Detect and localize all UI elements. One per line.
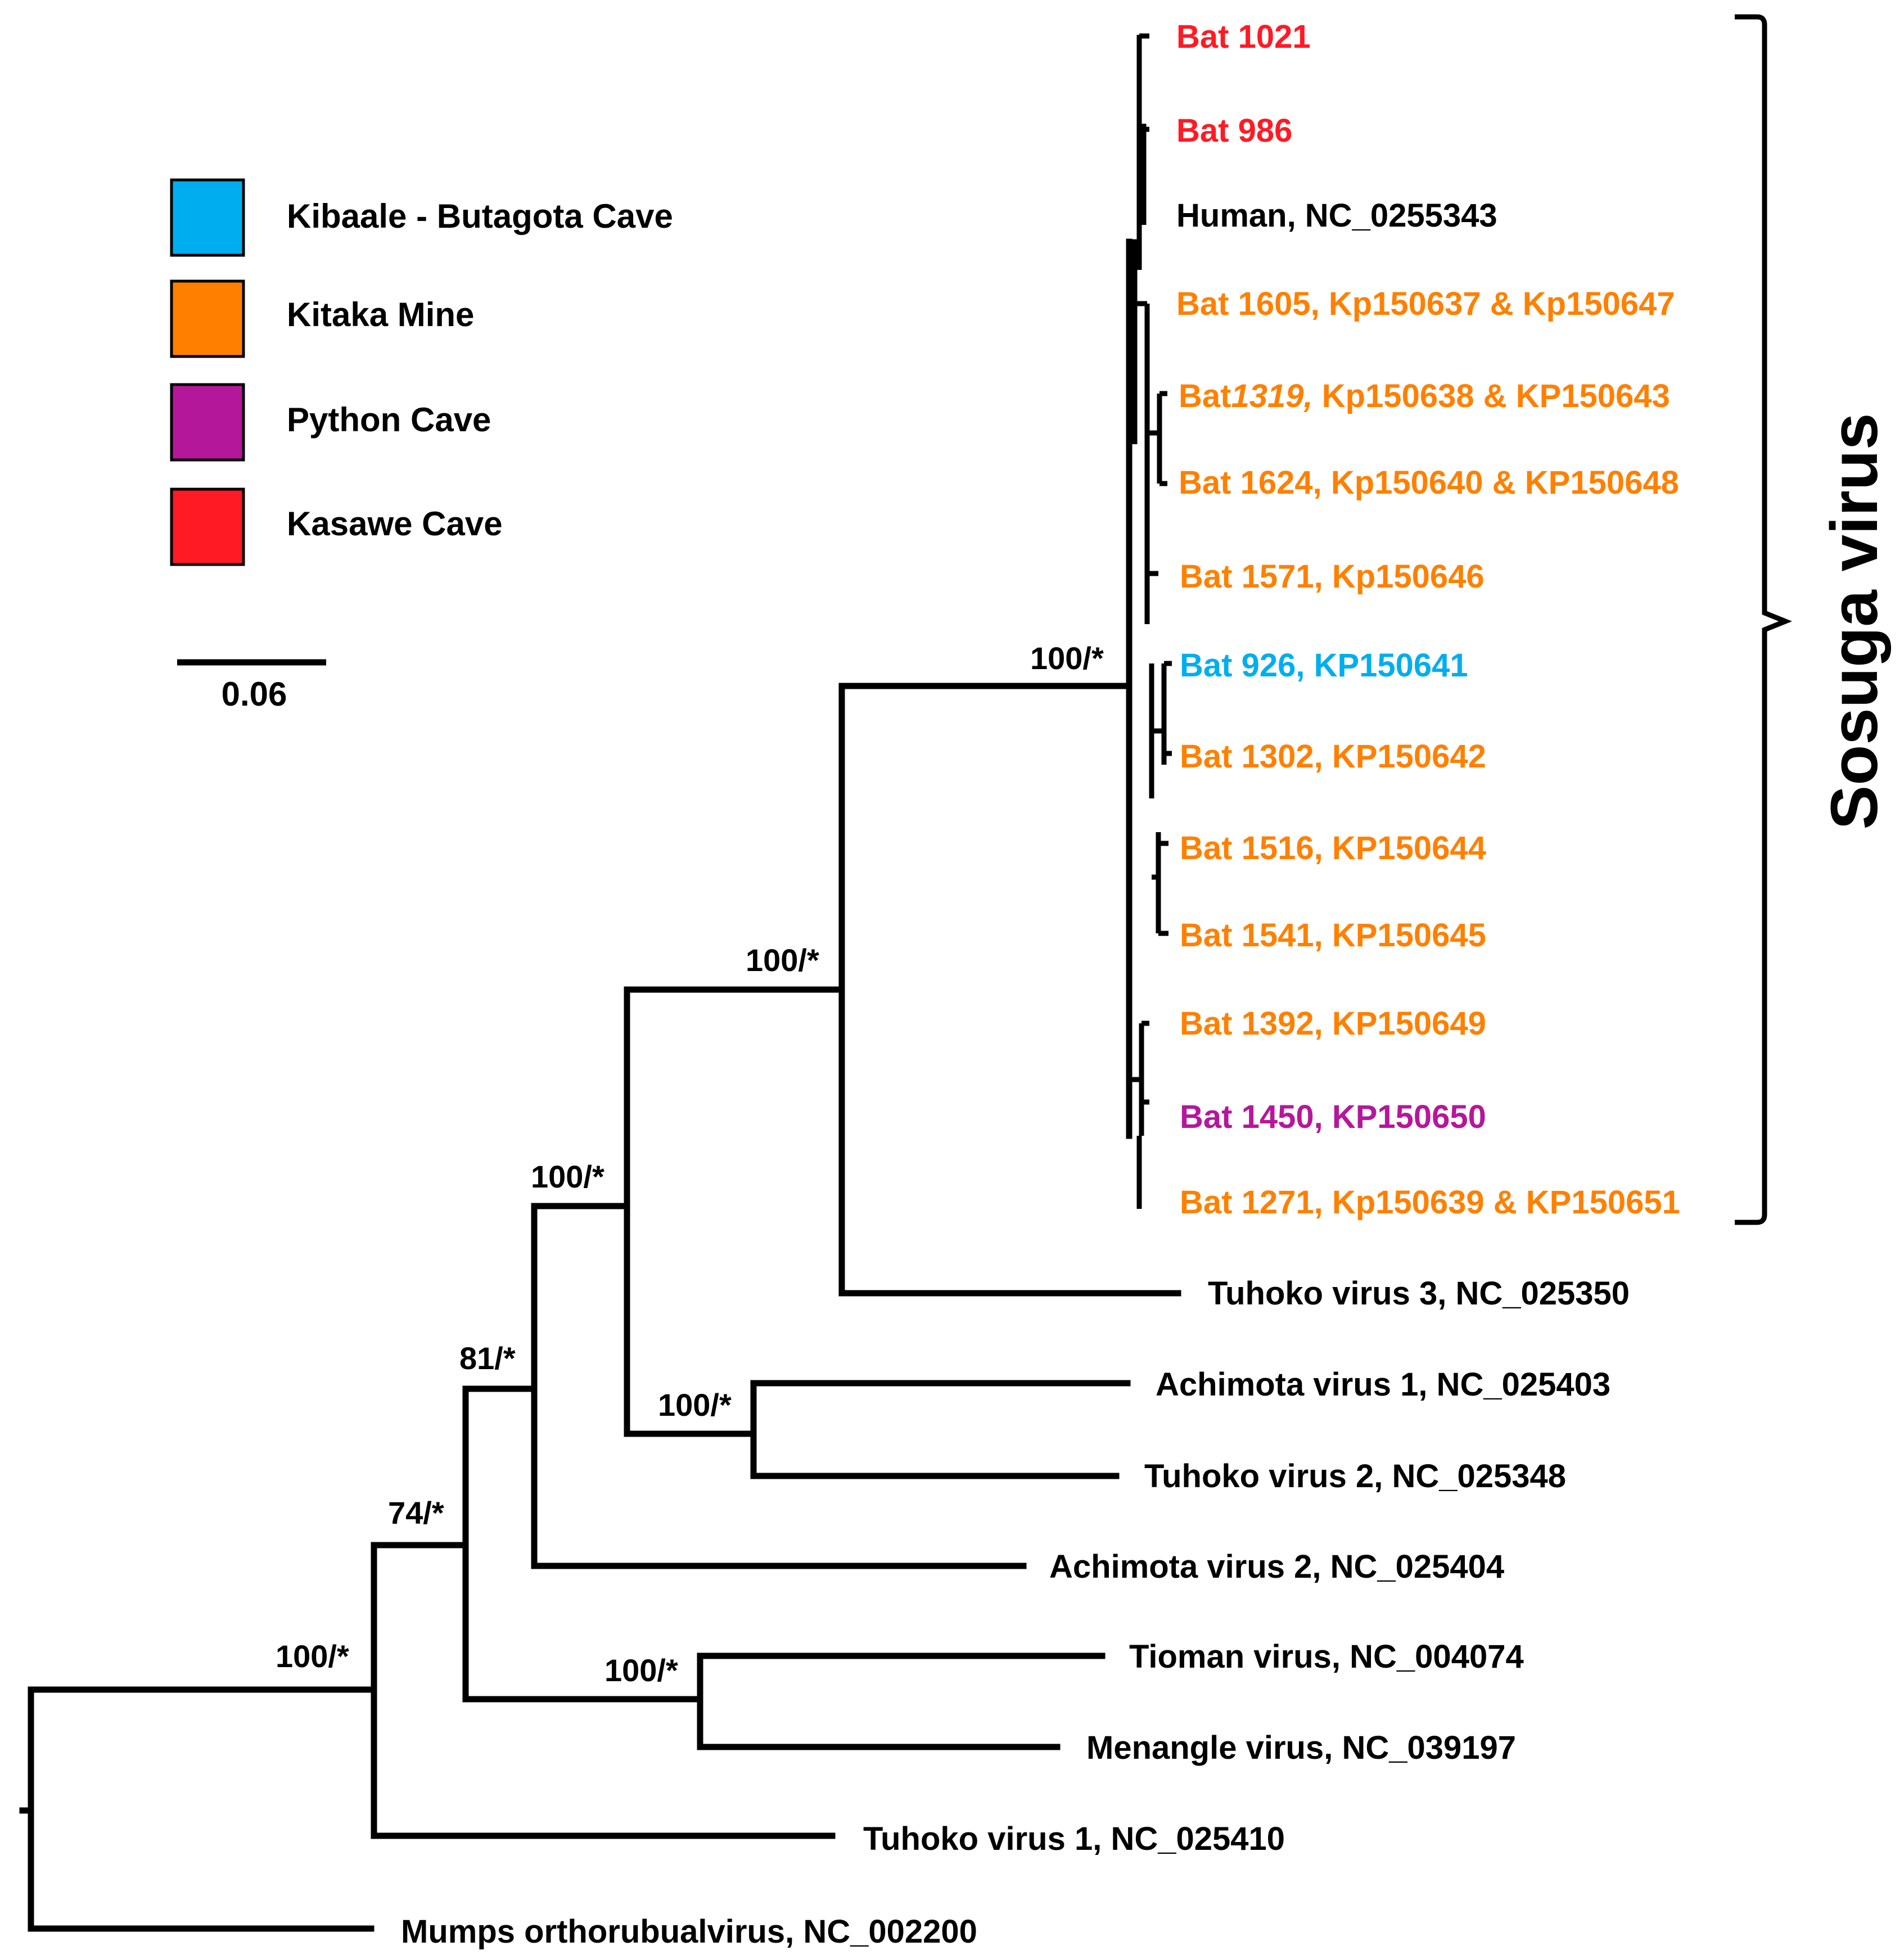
support-label-sosuga: 100/*: [1030, 640, 1104, 676]
taxon-label: Achimota virus 2, NC_025404: [1049, 1548, 1504, 1585]
legend-label: Kasawe Cave: [287, 505, 503, 543]
taxon-label: Bat 1516, KP150644: [1180, 830, 1486, 866]
taxon-label: Bat 1392, KP150649: [1180, 1005, 1486, 1042]
support-label-achimota2-split: 100/*: [658, 1387, 732, 1423]
support-values: 100/* 100/* 100/* 100/* 81/* 74/* 100/* …: [276, 640, 1104, 1688]
taxon-label: Bat 1571, Kp150646: [1180, 558, 1485, 595]
taxon-label: Bat 926, KP150641: [1180, 647, 1468, 684]
legend: Kibaale - Butagota Cave Kitaka Mine Pyth…: [170, 178, 673, 566]
legend-swatch-kibaale: [170, 178, 245, 257]
taxon-label: Tuhoko virus 3, NC_025350: [1208, 1275, 1630, 1312]
scale-bar: 0.06: [177, 659, 326, 713]
taxon-label: Tuhoko virus 2, NC_025348: [1144, 1458, 1566, 1495]
support-label-tioman-menangle: 100/*: [604, 1653, 678, 1688]
taxon-label: Bat 1605, Kp150637 & Kp150647: [1176, 286, 1675, 322]
taxon-label: Bat 1271, Kp150639 & KP150651: [1180, 1184, 1680, 1221]
legend-swatch-python: [170, 383, 245, 462]
legend-label: Kibaale - Butagota Cave: [287, 197, 673, 235]
legend-label: Python Cave: [287, 401, 491, 439]
taxon-label: Bat 986: [1176, 112, 1292, 149]
taxon-label: Tioman virus, NC_004074: [1129, 1638, 1524, 1675]
taxon-label: Bat 1302, KP150642: [1180, 738, 1486, 775]
sosuga-subtree: [1129, 33, 1172, 1209]
taxon-label: Mumps orthorubualvirus, NC_002200: [401, 1913, 977, 1950]
sosuga-clade-bracket: Sosuga virus: [1735, 14, 1892, 1225]
legend-label: Kitaka Mine: [287, 296, 474, 333]
legend-swatch-kitaka: [170, 279, 245, 358]
taxon-label: Menangle virus, NC_039197: [1086, 1730, 1516, 1766]
taxon-label: Bat 1450, KP150650: [1180, 1099, 1486, 1135]
support-label-74: 74/*: [388, 1495, 444, 1530]
support-label-achimota1-group: 100/*: [531, 1159, 604, 1194]
taxon-label: Bat1319, Kp150638 & KP150643: [1179, 378, 1670, 414]
tree-branches: [19, 238, 1181, 1932]
scale-bar-label: 0.06: [222, 675, 287, 713]
legend-swatch-kasawe: [170, 487, 245, 566]
clade-label: Sosuga virus: [1817, 413, 1892, 829]
support-label-81: 81/*: [459, 1340, 516, 1376]
taxon-label: Bat 1541, KP150645: [1180, 917, 1486, 954]
taxon-label: Bat 1021: [1176, 19, 1311, 55]
support-label-tuhoko3-group: 100/*: [746, 942, 819, 978]
support-label-ingroup: 100/*: [276, 1638, 349, 1674]
taxon-label: Tuhoko virus 1, NC_025410: [863, 1821, 1285, 1857]
taxon-label: Achimota virus 1, NC_025403: [1156, 1366, 1610, 1403]
tip-labels: Bat 1021 Bat 986 Human, NC_0255343 Bat 1…: [401, 19, 1680, 1950]
taxon-label: Human, NC_0255343: [1176, 197, 1497, 234]
taxon-label: Bat 1624, Kp150640 & KP150648: [1179, 464, 1679, 501]
